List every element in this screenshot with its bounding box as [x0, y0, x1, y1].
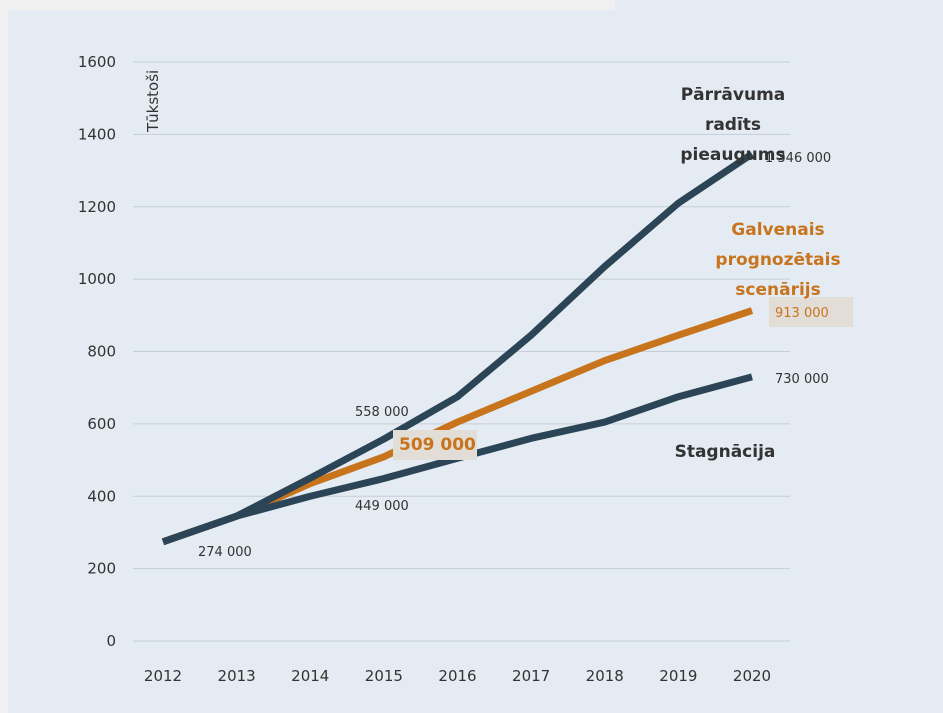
x-tick-label: 2020: [733, 667, 771, 685]
data-label: 1 346 000: [765, 151, 831, 166]
series-annotation: Pārrāvuma radīts pieaugums: [680, 85, 786, 165]
series-annotation: Galvenais prognozētais scenārijs: [715, 220, 841, 300]
y-tick-label: 400: [87, 487, 116, 505]
x-tick-label: 2016: [438, 667, 476, 685]
series-line: [161, 151, 754, 546]
x-tick-label: 2017: [512, 667, 550, 685]
series-annotation: Stagnācija: [674, 442, 776, 462]
data-label: 558 000: [355, 405, 409, 420]
y-tick-label: 600: [87, 415, 116, 433]
y-tick-label: 1200: [78, 198, 116, 216]
y-axis-label: Tūkstoši: [144, 70, 162, 133]
y-tick-label: 0: [106, 632, 116, 650]
label-background: [769, 297, 853, 327]
chart-panel: [8, 0, 943, 713]
x-tick-label: 2013: [218, 667, 256, 685]
x-tick-label: 2012: [144, 667, 182, 685]
label-background: [393, 430, 477, 460]
y-tick-label: 1000: [78, 270, 116, 288]
x-tick-label: 2014: [291, 667, 329, 685]
data-label: 509 000: [399, 435, 476, 455]
data-label: 913 000: [775, 306, 829, 321]
y-tick-label: 1400: [78, 125, 116, 143]
y-tick-label: 200: [87, 560, 116, 578]
data-label: 730 000: [775, 372, 829, 387]
y-tick-label: 800: [87, 343, 116, 361]
y-tick-label: 1600: [78, 53, 116, 71]
x-tick-label: 2019: [659, 667, 697, 685]
x-tick-label: 2015: [365, 667, 403, 685]
x-tick-label: 2018: [586, 667, 624, 685]
data-label: 274 000: [198, 545, 252, 560]
data-label: 449 000: [355, 499, 409, 514]
